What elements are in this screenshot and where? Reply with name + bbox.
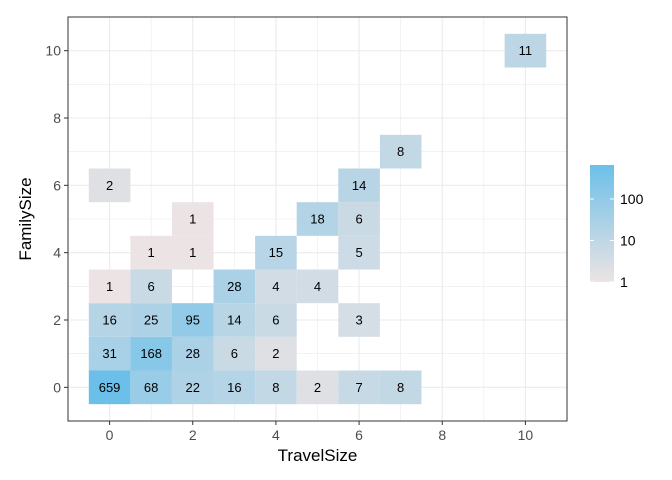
legend-tick-label: 1 [620,274,628,290]
heatmap-cell [338,370,380,405]
heatmap-cell [130,336,172,371]
cell-value-label: 2 [314,380,321,395]
cell-value-label: 4 [314,279,321,294]
heatmap-cell [296,202,339,236]
y-tick-label: 6 [53,177,61,193]
color-legend: 1 10 100 [590,165,644,290]
cell-value-label: 6 [355,212,362,227]
cell-value-label: 16 [102,313,116,328]
cell-value-label: 18 [310,212,324,227]
cell-value-label: 28 [186,346,200,361]
cell-value-label: 1 [189,212,196,227]
y-tick-label: 4 [53,245,61,261]
heatmap-cell [338,168,380,203]
cell-value-label: 14 [227,313,241,328]
heatmap-cell [255,370,297,405]
heatmap-cell [88,303,131,337]
cell-value-label: 14 [352,178,366,193]
y-tick-label: 2 [53,312,61,328]
panel-border [67,16,568,422]
heatmap-cell [213,370,256,405]
heatmap-cell [213,303,256,337]
cell-value-label: 6 [231,346,238,361]
x-axis-title: TravelSize [278,446,358,465]
heatmap-cell [379,370,422,405]
cell-value-label: 15 [269,245,283,260]
heatmap-cell [88,269,131,304]
heatmap-cell [255,235,297,270]
cell-value-label: 16 [227,380,241,395]
x-axis: 0 2 4 6 8 10 [106,421,534,443]
heatmap-cell [379,134,422,169]
heatmap-cell [213,269,256,304]
cell-value-label: 22 [186,380,200,395]
heatmap-cell [88,370,131,405]
x-tick-label: 6 [355,427,363,443]
heatmap-cells: 659 68 22 16 8 2 7 831 168 28 6 216 25 95 14 6 31 6 28 4 41 1… [88,33,547,405]
heatmap-cell [338,303,380,337]
heatmap-cell [171,303,214,337]
heatmap-cell [88,168,131,203]
y-tick-label: 0 [53,379,61,395]
legend-tick-label: 10 [620,232,636,248]
cell-value-label: 8 [397,380,404,395]
x-tick-label: 4 [272,427,280,443]
heatmap-cell [130,370,172,405]
cell-value-label: 31 [102,346,116,361]
heatmap-cell [171,370,214,405]
heatmap-cell [171,202,214,236]
cell-value-label: 4 [272,279,279,294]
cell-value-label: 68 [144,380,158,395]
cell-value-label: 7 [355,380,362,395]
cell-value-label: 659 [99,380,121,395]
x-tick-label: 2 [189,427,197,443]
cell-value-label: 1 [189,245,196,260]
heatmap-cell [213,336,256,371]
cell-value-label: 28 [227,279,241,294]
x-tick-label: 8 [438,427,446,443]
heatmap-cell [338,235,380,270]
cell-value-label: 3 [355,313,362,328]
y-tick-label: 10 [45,43,61,59]
heatmap-cell [130,303,172,337]
heatmap-cell [171,235,214,270]
heatmap-cell [171,336,214,371]
cell-value-label: 1 [106,279,113,294]
y-tick-label: 8 [53,110,61,126]
heatmap-cell [338,202,380,236]
x-tick-label: 0 [106,427,114,443]
cell-value-label: 8 [397,144,404,159]
cell-value-label: 5 [355,245,362,260]
cell-value-label: 95 [186,313,200,328]
heatmap-cell [88,336,131,371]
cell-value-label: 1 [148,245,155,260]
cell-value-label: 25 [144,313,158,328]
cell-value-label: 6 [148,279,155,294]
heatmap-cell [296,370,339,405]
y-axis-title: FamilySize [16,177,35,260]
legend-tick-label: 100 [620,191,644,207]
cell-value-label: 2 [272,346,279,361]
cell-value-label: 6 [272,313,279,328]
heatmap-cell [255,336,297,371]
cell-value-label: 2 [106,178,113,193]
heatmap-cell [255,303,297,337]
heatmap-cell [296,269,339,304]
x-tick-label: 10 [518,427,534,443]
heatmap-cell [130,235,172,270]
cell-value-label: 11 [519,43,533,58]
heatmap-cell [130,269,172,304]
legend-color-bar [590,165,614,282]
cell-value-label: 8 [272,380,279,395]
y-axis: 0 2 4 6 8 10 [45,43,68,395]
heatmap-cell [255,269,297,304]
heatmap-cell [504,33,547,68]
cell-value-label: 168 [140,346,162,361]
